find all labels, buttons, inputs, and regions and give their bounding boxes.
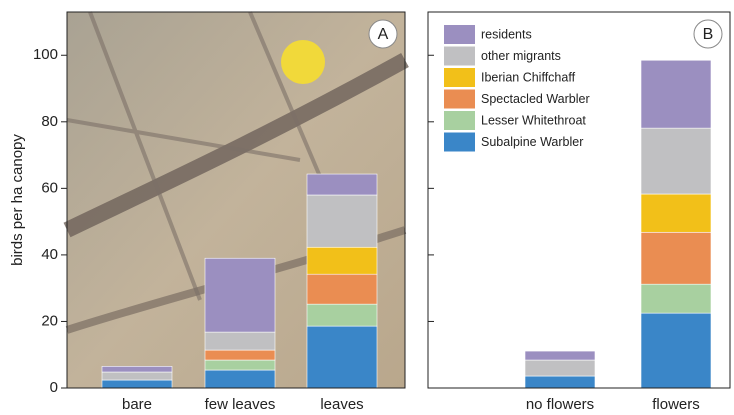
legend-swatch xyxy=(444,25,475,44)
bar-segment xyxy=(524,350,596,361)
legend-label: Spectacled Warbler xyxy=(481,92,590,106)
bar-segment xyxy=(306,194,378,248)
bar-segment xyxy=(306,173,378,196)
x-tick-label: bare xyxy=(122,396,152,413)
legend-swatch xyxy=(444,46,475,66)
bar-segment xyxy=(204,331,276,351)
plot-frame xyxy=(66,11,406,389)
y-tick-label: 20 xyxy=(41,312,58,329)
bar-segment xyxy=(640,283,712,314)
y-tick-label: 100 xyxy=(33,46,58,63)
bar-segment xyxy=(640,127,712,195)
x-tick-label: leaves xyxy=(320,396,363,413)
bar-segment xyxy=(101,366,173,373)
bar-segment xyxy=(640,59,712,129)
y-tick-label: 60 xyxy=(41,179,58,196)
bar-segment xyxy=(204,257,276,333)
legend-swatch xyxy=(444,89,475,109)
bar-segment xyxy=(640,193,712,233)
legend-label: Iberian Chiffchaff xyxy=(481,70,576,84)
bar-segment xyxy=(306,325,378,389)
bar-segment xyxy=(204,359,276,371)
bar-segment xyxy=(524,375,596,389)
x-tick-label: flowers xyxy=(652,396,700,413)
legend-label: residents xyxy=(481,27,532,41)
panel-badge xyxy=(693,19,723,49)
bar-segment xyxy=(306,303,378,327)
legend-label: other migrants xyxy=(481,49,561,63)
bar-segment xyxy=(101,371,173,381)
panel-label: A xyxy=(378,26,389,43)
bar-segment xyxy=(204,349,276,361)
legend-swatch xyxy=(444,111,475,130)
plot-frame xyxy=(427,11,731,389)
legend-label: Subalpine Warbler xyxy=(481,135,583,149)
x-tick-label: few leaves xyxy=(205,396,276,413)
y-axis-label: birds per ha canopy xyxy=(9,134,26,266)
bar-segment xyxy=(101,379,173,389)
legend-swatch xyxy=(444,132,475,152)
bar-segment xyxy=(306,273,378,305)
y-tick-label: 0 xyxy=(50,379,58,396)
panel-badge xyxy=(368,19,398,49)
bar-segment xyxy=(524,359,596,377)
y-tick-label: 40 xyxy=(41,246,58,263)
y-tick-label: 80 xyxy=(41,113,58,130)
bar-segment xyxy=(640,312,712,389)
panel-label: B xyxy=(703,26,714,43)
x-tick-label: no flowers xyxy=(526,396,594,413)
bar-segment xyxy=(640,231,712,285)
bar-segment xyxy=(204,369,276,389)
bar-segment xyxy=(306,246,378,275)
legend-label: Lesser Whitethroat xyxy=(481,113,586,127)
legend-swatch xyxy=(444,68,475,87)
